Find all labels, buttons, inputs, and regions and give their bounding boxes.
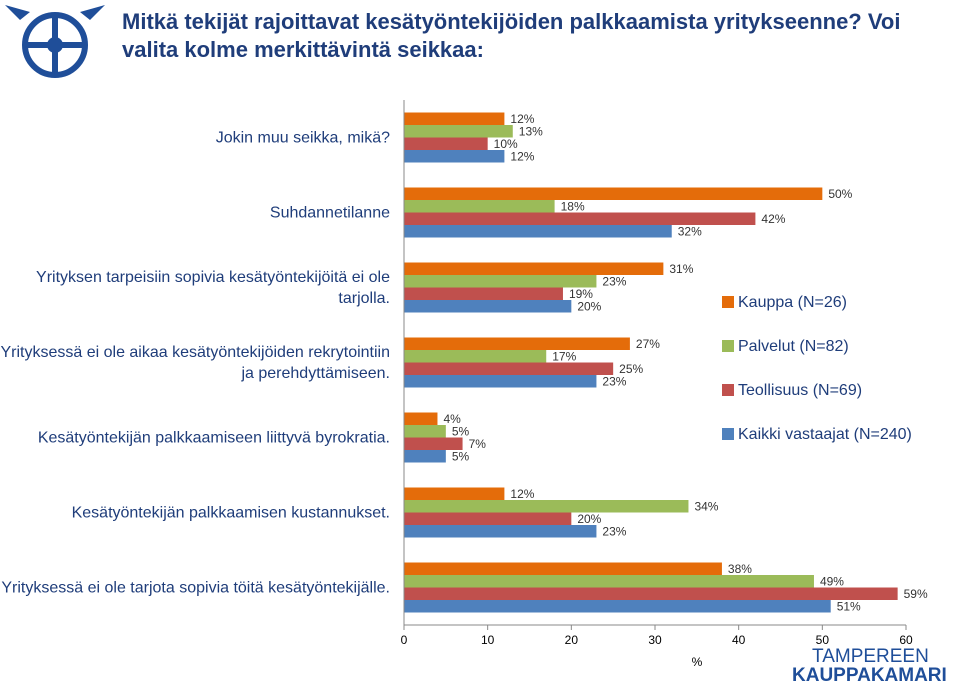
value-label: 42% [761,212,785,226]
value-label: 5% [452,424,470,438]
bar [404,512,572,525]
x-tick-label: 30 [648,633,662,647]
value-label: 27% [636,337,660,351]
x-tick-label: 50 [816,633,830,647]
category-label: Kesätyöntekijän palkkaamisen kustannukse… [71,504,390,521]
bar [404,525,597,538]
bar [404,412,438,425]
x-tick-label: 40 [732,633,746,647]
category-label: Yrityksessä ei ole aikaa kesätyöntekijöi… [0,343,390,382]
value-label: 12% [510,112,534,126]
bar [404,150,505,163]
x-tick-label: 10 [481,633,495,647]
value-label: 10% [494,137,518,151]
bar [404,187,823,200]
value-label: 20% [577,512,601,526]
bar [404,225,672,238]
value-label: 17% [552,349,576,363]
bar [404,500,689,513]
bar [404,137,488,150]
legend-swatch [722,296,734,308]
category-label: Yrityksessä ei ole tarjota sopivia töitä… [1,579,390,596]
bar [404,587,898,600]
bar [404,200,555,213]
value-label: 23% [602,524,626,538]
bar [404,275,597,288]
bar [404,425,446,438]
legend-swatch [722,428,734,440]
value-label: 51% [837,599,861,613]
bar [404,262,664,275]
x-tick-label: 0 [401,633,408,647]
legend-label: Teollisuus (N=69) [738,382,862,399]
legend-swatch [722,384,734,396]
value-label: 13% [519,124,543,138]
value-label: 32% [678,224,702,238]
value-label: 23% [602,274,626,288]
bar [404,375,597,388]
chart-title: Mitkä tekijät rajoittavat kesätyöntekijö… [122,9,901,62]
value-label: 59% [904,587,928,601]
bar [404,212,756,225]
value-label: 50% [828,187,852,201]
bar [404,487,505,500]
bar [404,437,463,450]
bar [404,300,572,313]
x-tick-label: 60 [899,633,913,647]
category-label: Jokin muu seikka, mikä? [215,129,390,146]
bar [404,362,614,375]
bar [404,287,563,300]
category-label: Yrityksen tarpeisiin sopivia kesätyöntek… [36,268,390,307]
value-label: 4% [443,412,461,426]
value-label: 12% [510,487,534,501]
value-label: 12% [510,149,534,163]
bar [404,112,505,125]
category-label: Suhdannetilanne [269,204,390,221]
bar [404,125,513,138]
value-label: 23% [602,374,626,388]
legend-label: Kaikki vastaajat (N=240) [738,426,912,443]
value-label: 5% [452,449,470,463]
value-label: 34% [694,499,718,513]
logo-text: TAMPEREEN [812,646,929,667]
logo-text: KAUPPAKAMARI [792,665,947,686]
x-axis-label: % [692,655,703,669]
legend-label: Kauppa (N=26) [738,294,847,311]
value-label: 25% [619,362,643,376]
bar [404,600,831,613]
legend-label: Palvelut (N=82) [738,338,849,355]
value-label: 49% [820,574,844,588]
bar [404,350,547,363]
value-label: 31% [669,262,693,276]
value-label: 38% [728,562,752,576]
bar [404,562,722,575]
category-label: Kesätyöntekijän palkkaamiseen liittyvä b… [37,429,390,446]
value-label: 19% [569,287,593,301]
x-tick-label: 20 [565,633,579,647]
logo-icon [5,5,105,78]
legend-swatch [722,340,734,352]
value-label: 18% [561,199,585,213]
bar [404,450,446,463]
bar [404,575,814,588]
value-label: 20% [577,299,601,313]
bar [404,337,630,350]
value-label: 7% [469,437,487,451]
